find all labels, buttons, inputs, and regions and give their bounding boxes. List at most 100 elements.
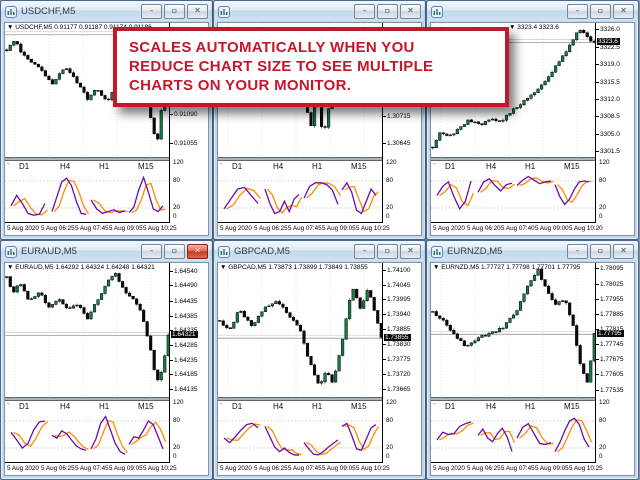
timeframe-label-m15: M15: [138, 162, 154, 171]
price-axis-label: 1.64185: [170, 371, 198, 379]
stochastic-panel[interactable]: - D1 H4 H1 M15: [5, 401, 170, 462]
time-axis: 5 Aug 2020 5 Aug 06:25 5 Aug 07:45 5 Aug 09…: [431, 462, 603, 476]
price-axis-label: 3301.5: [596, 148, 620, 156]
price-axis-label: 1.64385: [170, 312, 198, 320]
maximize-button[interactable]: ▫: [377, 4, 398, 19]
price-axis-label: 1.73995: [383, 295, 411, 303]
price-axis[interactable]: 1.74100 1.74045 1.73995 1.73940 1.73885 1.738…: [382, 263, 421, 462]
indicator-axis-label: 20: [386, 444, 394, 451]
subwindow-separator[interactable]: [431, 397, 596, 401]
price-axis-label: 1.73665: [383, 386, 411, 394]
indicator-axis-label: 120: [386, 159, 397, 166]
minimize-button[interactable]: –: [141, 4, 162, 19]
price-axis-label: 1.73720: [383, 371, 411, 379]
price-axis[interactable]: 1.780951.780251.779551.778851.778151.777…: [595, 263, 634, 462]
current-price-label: 1.64321: [171, 331, 198, 339]
time-axis: 5 Aug 2020 5 Aug 06:25 5 Aug 07:45 5 Aug 09…: [5, 462, 177, 476]
window-titlebar[interactable]: USDCHF,M5 – ▫ ✕: [1, 1, 212, 21]
chart-window-euraud: EURAUD,M5 – ▫ ✕ ▼ EURAUD,M5 1.64292 1.64…: [0, 240, 213, 480]
minimize-button[interactable]: –: [567, 244, 588, 259]
banner-line: SCALES AUTOMATICALLY WHEN YOU: [129, 39, 415, 56]
subwindow-separator[interactable]: [218, 157, 383, 161]
stochastic-svg: [5, 175, 170, 216]
window-titlebar[interactable]: EURAUD,M5 – ▫ ✕: [1, 241, 212, 261]
timeframe-label-d1: D1: [19, 402, 30, 411]
time-label: 5 Aug 2020: [7, 225, 39, 232]
window-title: USDCHF,M5: [21, 6, 76, 17]
time-label: 5 Aug 06:25: [254, 225, 288, 232]
candles-svg: [431, 263, 596, 397]
time-axis: 5 Aug 2020 5 Aug 06:20 5 Aug 07:40 5 Aug 09…: [431, 222, 603, 236]
subwindow-separator[interactable]: [5, 397, 170, 401]
chart-window-icon: [218, 5, 230, 18]
timeframe-label-h1: H1: [312, 162, 323, 171]
minimize-button[interactable]: –: [354, 244, 375, 259]
stochastic-panel[interactable]: - D1 H4 H1 M15: [5, 161, 170, 222]
chart-window-icon: [431, 245, 443, 258]
close-button[interactable]: ✕: [187, 244, 208, 259]
price-axis-label: 1.64285: [170, 342, 198, 350]
window-titlebar[interactable]: – ▫ ✕: [214, 1, 425, 21]
price-axis-label: 1.73775: [383, 356, 411, 364]
maximize-button[interactable]: ▫: [164, 4, 185, 19]
close-button[interactable]: ✕: [613, 4, 634, 19]
time-axis: 5 Aug 2020 5 Aug 06:25 5 Aug 07:45 5 Aug 09…: [5, 222, 177, 236]
price-axis-label: 0.91090: [170, 111, 198, 119]
timeframe-label-h4: H4: [273, 162, 284, 171]
stochastic-svg: [218, 180, 383, 215]
timeframe-label-d1: D1: [232, 162, 243, 171]
minimize-button[interactable]: –: [141, 244, 162, 259]
maximize-button[interactable]: ▫: [590, 4, 611, 19]
indicator-collapse-dash: -: [433, 161, 436, 168]
indicator-axis-label: 20: [173, 204, 181, 211]
time-axis: 5 Aug 2020 5 Aug 06:25 5 Aug 07:45 5 Aug 09…: [218, 222, 390, 236]
timeframe-label-h1: H1: [525, 402, 536, 411]
price-axis-label: 1.74045: [383, 282, 411, 290]
close-button[interactable]: ✕: [613, 244, 634, 259]
timeframe-label-h4: H4: [486, 162, 497, 171]
chart-body: ▼ EURAUD,M5 1.64292 1.64324 1.64248 1.64…: [4, 262, 209, 476]
stochastic-svg: [431, 175, 596, 211]
time-label: 5 Aug 10:25: [569, 465, 603, 472]
candles-svg: [218, 263, 383, 397]
close-button[interactable]: ✕: [187, 4, 208, 19]
price-axis-label: 1.73830: [383, 341, 411, 349]
stochastic-panel[interactable]: - D1 H4 H1 M15: [218, 161, 383, 222]
minimize-button[interactable]: –: [567, 4, 588, 19]
subwindow-separator[interactable]: [431, 157, 596, 161]
candlestick-chart[interactable]: ▼ EURAUD,M5 1.64292 1.64324 1.64248 1.64…: [5, 263, 170, 397]
maximize-button[interactable]: ▫: [164, 244, 185, 259]
stochastic-panel[interactable]: - D1 H4 H1 M15: [431, 401, 596, 462]
timeframe-label-h1: H1: [99, 162, 110, 171]
price-axis[interactable]: 3326.0 3322.5 3319.0 3315.5 3312.0 3308.5 3305…: [595, 23, 634, 222]
price-axis-label: 1.64435: [170, 298, 198, 306]
window-titlebar[interactable]: – ▫ ✕: [427, 1, 638, 21]
candlestick-chart[interactable]: ▼ EURNZD,M5 1.77727 1.77798 1.77701 1.77…: [431, 263, 596, 397]
price-axis-label: 1.78095: [596, 265, 624, 273]
price-axis-label: 1.77885: [596, 310, 624, 318]
indicator-axis-label: 0: [386, 453, 390, 460]
minimize-button[interactable]: –: [354, 4, 375, 19]
indicator-axis-label: 80: [386, 177, 394, 184]
window-titlebar[interactable]: EURNZD,M5 – ▫ ✕: [427, 241, 638, 261]
time-label: 5 Aug 2020: [433, 225, 465, 232]
price-axis[interactable]: 1.64540 1.64490 1.64435 1.64385 1.64335 1.642…: [169, 263, 208, 462]
window-title: EURNZD,M5: [447, 246, 503, 257]
window-titlebar[interactable]: GBPCAD,M5 – ▫ ✕: [214, 241, 425, 261]
indicator-axis-label: 0: [386, 213, 390, 220]
indicator-axis-label: 120: [386, 399, 397, 406]
candlestick-chart[interactable]: ▼ GBPCAD,M5 1.73873 1.73899 1.73849 1.73…: [218, 263, 383, 397]
indicator-collapse-dash: -: [7, 161, 10, 168]
stochastic-panel[interactable]: - D1 H4 H1 M15: [218, 401, 383, 462]
price-axis-label: 3308.5: [596, 113, 620, 121]
close-button[interactable]: ✕: [400, 4, 421, 19]
subwindow-separator[interactable]: [218, 397, 383, 401]
price-axis-label: 1.64490: [170, 282, 198, 290]
stochastic-panel[interactable]: - D1 H4 H1 M15: [431, 161, 596, 222]
maximize-button[interactable]: ▫: [590, 244, 611, 259]
indicator-axis-label: 80: [386, 417, 394, 424]
current-price-label: 3323.6: [597, 37, 620, 45]
maximize-button[interactable]: ▫: [377, 244, 398, 259]
subwindow-separator[interactable]: [5, 157, 170, 161]
close-button[interactable]: ✕: [400, 244, 421, 259]
